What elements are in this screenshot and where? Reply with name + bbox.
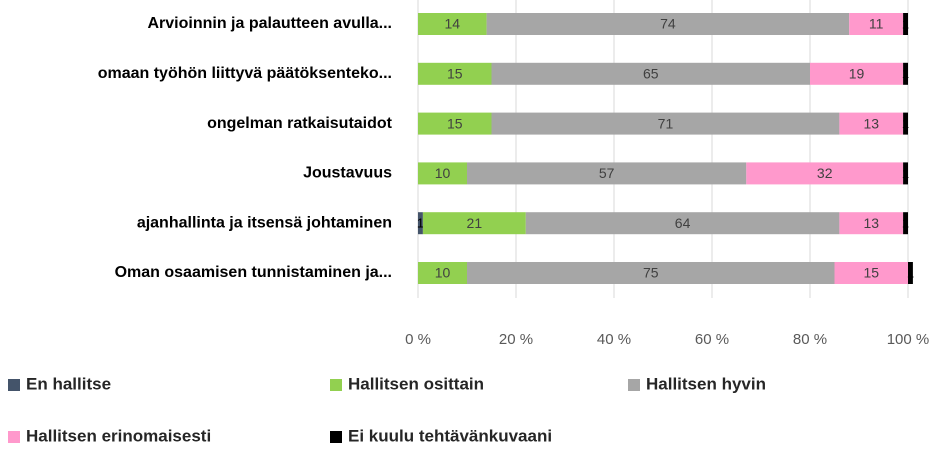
category-label: ajanhallinta ja itsensä johtaminen [137, 214, 392, 231]
data-label: 15 [447, 66, 463, 82]
category-label: omaan työhön liittyvä päätöksenteko... [98, 65, 392, 82]
bar-segment [525, 212, 840, 235]
bar-segment [418, 62, 492, 85]
data-label: 1 [907, 265, 914, 280]
data-label: 74 [660, 16, 676, 32]
bar-segment [418, 262, 467, 284]
data-label: 14 [445, 16, 461, 32]
bar-segment [903, 13, 908, 35]
data-label: 15 [447, 115, 463, 131]
bar-segment [839, 212, 904, 235]
bar-segment [908, 262, 913, 284]
bar-segment [467, 262, 835, 284]
data-label: 1 [902, 166, 909, 181]
legend-swatch [8, 431, 20, 443]
bar-segment [491, 62, 810, 85]
data-label: 11 [869, 16, 884, 32]
category-label: Arvioinnin ja palautteen avulla... [148, 15, 393, 32]
data-label: 10 [435, 165, 451, 181]
data-label: 1 [902, 216, 909, 231]
data-label: 32 [817, 165, 833, 181]
bar-segment [810, 62, 904, 85]
legend-swatch [330, 431, 342, 443]
x-tick-label: 80 % [793, 331, 827, 348]
bar-segment [849, 13, 904, 35]
legend-label: En hallitse [26, 374, 111, 393]
bar-segment [422, 212, 526, 235]
bar-segment [839, 112, 904, 135]
bar-segment [467, 162, 747, 185]
data-label: 10 [435, 265, 451, 281]
bar-segment [418, 13, 487, 35]
data-label: 1 [902, 16, 909, 31]
data-label: 1 [902, 66, 909, 81]
bar-segment [746, 162, 904, 185]
data-label: 1 [902, 116, 909, 131]
bar-segment [418, 212, 423, 235]
data-label: 21 [467, 215, 483, 231]
category-label: Oman osaamisen tunnistaminen ja... [115, 264, 392, 281]
legend-swatch [330, 379, 342, 391]
legend-label: Hallitsen erinomaisesti [26, 426, 211, 445]
data-label: 71 [658, 115, 674, 131]
bar-segment [491, 112, 840, 135]
legend-label: Hallitsen osittain [348, 374, 484, 393]
data-label: 57 [599, 165, 615, 181]
category-label: Joustavuus [303, 165, 392, 182]
data-label: 64 [675, 215, 691, 231]
bar-segment [418, 112, 492, 135]
legend-swatch [8, 379, 20, 391]
x-tick-label: 100 % [887, 331, 930, 348]
bar-segment [903, 212, 908, 235]
category-label: ongelman ratkaisutaidot [207, 115, 393, 132]
data-label: 15 [863, 265, 879, 281]
x-tick-label: 60 % [695, 331, 729, 348]
legend-swatch [628, 379, 640, 391]
x-tick-label: 0 % [405, 331, 431, 348]
x-tick-label: 20 % [499, 331, 533, 348]
x-tick-label: 40 % [597, 331, 631, 348]
bar-segment [903, 62, 908, 85]
data-label: 19 [849, 66, 865, 82]
legend-label: Hallitsen hyvin [646, 374, 766, 393]
bar-segment [834, 262, 908, 284]
bar-segment [903, 112, 908, 135]
data-label: 65 [643, 66, 659, 82]
bar-segment [418, 162, 467, 185]
data-label: 1 [417, 216, 424, 231]
data-label: 13 [863, 215, 879, 231]
data-label: 75 [643, 265, 659, 281]
data-label: 13 [863, 115, 879, 131]
legend-label: Ei kuulu tehtävänkuvaani [348, 426, 552, 445]
bar-segment [903, 162, 908, 185]
bar-segment [486, 13, 850, 35]
